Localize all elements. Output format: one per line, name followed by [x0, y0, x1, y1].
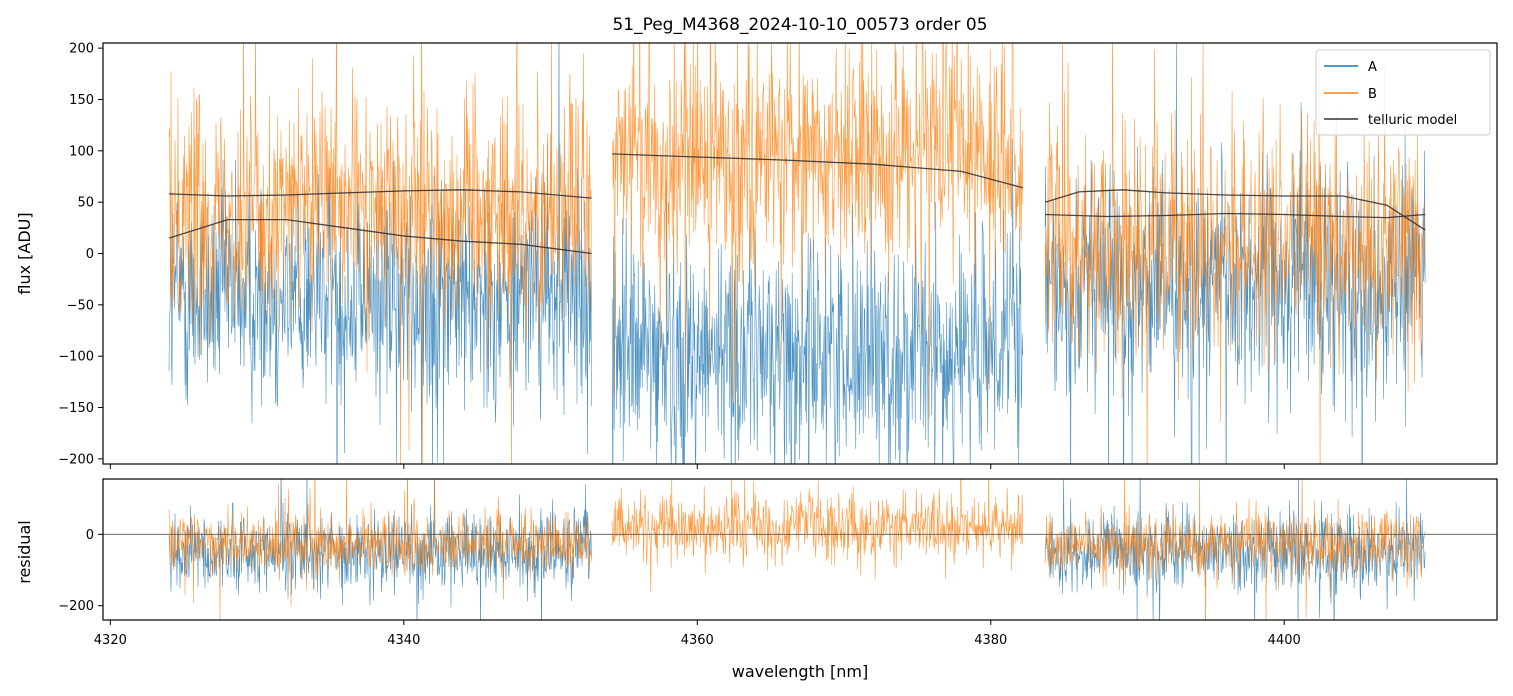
series-b-segment-2 [611, 43, 1023, 419]
legend: A B telluric model [1315, 49, 1491, 136]
series-b-segment-3 [1044, 479, 1426, 620]
flux-y-axis-label: flux [ADU] [15, 212, 34, 294]
x-axis-label: wavelength [nm] [732, 662, 869, 681]
y-tick-label: −200 [58, 452, 94, 467]
y-tick-label: −150 [58, 401, 94, 416]
telluric-model-a-segment-1 [168, 218, 592, 255]
flux-x-ticks [109, 464, 1285, 469]
flux-panel-series [168, 43, 1426, 464]
flux-y-ticks: −200 −150 −100 −50 0 50 100 150 200 [58, 42, 103, 467]
telluric-model-b-segment-1 [168, 189, 592, 199]
chart-title: 51_Peg_M4368_2024-10-10_00573 order 05 [612, 15, 987, 35]
y-tick-label: 100 [69, 144, 94, 159]
y-tick-label: 0 [86, 528, 94, 543]
x-tick-label: 4400 [1268, 633, 1301, 648]
y-tick-label: 200 [69, 42, 94, 57]
x-tick-label: 4320 [94, 633, 127, 648]
series-a-segment-3 [1044, 479, 1426, 620]
legend-label-b: B [1368, 87, 1377, 102]
series-a-segment-2 [611, 104, 1023, 464]
telluric-model-b-segment-2 [1044, 189, 1426, 231]
y-tick-label: 50 [77, 196, 94, 211]
y-tick-label: 0 [86, 247, 94, 262]
legend-box [1315, 49, 1491, 136]
y-tick-label: 150 [69, 93, 94, 108]
series-b-segment-1 [168, 479, 592, 620]
series-b-segment-3 [1044, 43, 1426, 464]
y-tick-label: −100 [58, 350, 94, 365]
residual-y-axis-label: residual [15, 520, 34, 583]
legend-label-a: A [1368, 60, 1377, 75]
x-tick-label: 4380 [974, 633, 1007, 648]
x-tick-label: 4360 [681, 633, 714, 648]
series-b-segment-1 [168, 43, 592, 464]
flux-panel-model [168, 153, 1426, 255]
residual-panel-frame [102, 478, 1498, 621]
residual-x-ticks: 4320 4340 4360 4380 4400 [94, 620, 1301, 648]
y-tick-label: −200 [58, 599, 94, 614]
residual-y-ticks: −200 0 [58, 528, 103, 614]
series-b-segment-2 [611, 479, 1023, 592]
legend-label-telluric-model: telluric model [1368, 113, 1457, 128]
telluric-model-a-segment-3 [1045, 212, 1426, 219]
x-tick-label: 4340 [387, 633, 420, 648]
residual-panel-series [168, 479, 1426, 620]
series-a-segment-3 [1044, 43, 1426, 464]
telluric-model-a-segment-2 [612, 153, 1024, 189]
y-tick-label: −50 [67, 298, 94, 313]
